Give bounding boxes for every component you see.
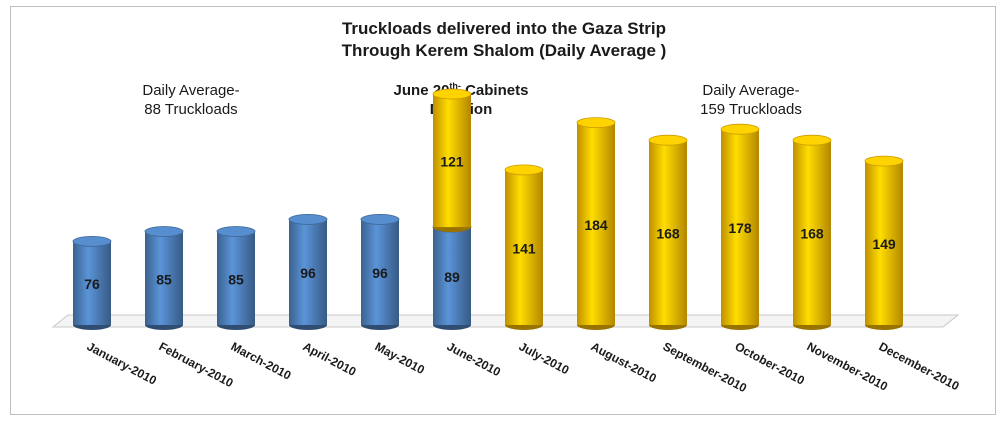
- annotation-right: Daily Average- 159 Truckloads: [631, 81, 871, 119]
- bar-top: [72, 235, 112, 247]
- bar-body: [73, 241, 111, 325]
- bar-July-2010: 141: [504, 164, 544, 330]
- annotation-middle-sup: th-: [449, 81, 461, 91]
- bar-segment: 168: [648, 134, 688, 330]
- bar-August-2010: 184: [576, 117, 616, 330]
- chart-title: Truckloads delivered into the Gaza Strip: [341, 19, 667, 38]
- data-label: 178: [728, 220, 752, 236]
- data-label: 76: [84, 276, 100, 292]
- annotation-left-line2: 88 Truckloads: [144, 101, 238, 118]
- x-tick-label: December-2010: [877, 339, 962, 393]
- x-tick-label: April-2010: [301, 339, 359, 379]
- annotation-right-line2: 159 Truckloads: [700, 101, 802, 118]
- x-tick-label: March-2010: [229, 339, 294, 383]
- bar-top: [432, 88, 472, 100]
- bar-top: [216, 226, 256, 237]
- plot-area: 76 January-2010 85 February-2010 85 March-201…: [51, 88, 962, 395]
- bar-segment: 149: [864, 155, 904, 330]
- bar-December-2010: 149: [864, 155, 904, 330]
- data-label: 184: [584, 217, 608, 233]
- data-label: 85: [228, 271, 244, 287]
- bar-segment: 121: [432, 88, 472, 233]
- bar-top: [864, 155, 904, 167]
- bar-segment: 76: [72, 235, 112, 330]
- data-label: 168: [656, 226, 680, 242]
- bar-top: [360, 213, 400, 225]
- annotation-right-line1: Daily Average-: [702, 82, 800, 99]
- bar-top: [792, 134, 832, 146]
- x-tick-label: February-2010: [157, 339, 236, 390]
- bar-body: [217, 231, 255, 325]
- bar-top: [576, 117, 616, 128]
- chart-frame: Truckloads delivered into the Gaza Strip…: [10, 6, 996, 415]
- bar-segment: 96: [288, 213, 328, 330]
- bar-body: [433, 227, 471, 325]
- data-label: 96: [372, 265, 388, 281]
- bar-body: [577, 122, 615, 325]
- x-tick-label: May-2010: [373, 339, 428, 377]
- bar-October-2010: 178: [720, 123, 760, 330]
- bar-January-2010: 76: [72, 235, 112, 330]
- x-tick-label: November-2010: [805, 339, 891, 393]
- bar-body: [361, 219, 399, 325]
- bar-body: [649, 140, 687, 325]
- data-label: 89: [444, 269, 460, 285]
- bar-body: [865, 161, 903, 325]
- bar-November-2010: 168: [792, 134, 832, 330]
- bar-top: [720, 123, 760, 135]
- data-label: 141: [512, 240, 536, 256]
- bar-May-2010: 96: [360, 213, 400, 330]
- data-label: 149: [872, 236, 896, 252]
- data-label: 121: [440, 154, 464, 170]
- bar-body: [289, 219, 327, 325]
- x-tick-label: July-2010: [517, 339, 572, 377]
- bar-June-2010: 89 121: [432, 88, 472, 330]
- data-label: 168: [800, 226, 824, 242]
- bar-September-2010: 168: [648, 134, 688, 330]
- x-tick-label: August-2010: [589, 339, 659, 385]
- data-label: 96: [300, 265, 316, 281]
- bar-segment: 85: [216, 226, 256, 330]
- bar-top: [144, 226, 184, 237]
- x-tick-label: January-2010: [85, 339, 160, 388]
- bar-body: [793, 140, 831, 325]
- annotation-middle-suffix: Cabinets: [460, 82, 529, 99]
- data-label: 85: [156, 271, 172, 287]
- bar-segment: 89: [432, 221, 472, 330]
- bar-segment: 96: [360, 213, 400, 330]
- bar-segment: 141: [504, 164, 544, 330]
- bar-body: [505, 169, 543, 325]
- bar-segment: 184: [576, 117, 616, 330]
- bar-March-2010: 85: [216, 226, 256, 330]
- bar-February-2010: 85: [144, 226, 184, 330]
- bar-body: [721, 129, 759, 325]
- annotation-left: Daily Average- 88 Truckloads: [91, 81, 291, 119]
- bar-body: [433, 94, 471, 228]
- bar-April-2010: 96: [288, 213, 328, 330]
- bar-body: [145, 231, 183, 325]
- x-tick-label: June-2010: [445, 339, 504, 379]
- bar-segment: 178: [720, 123, 760, 330]
- bar-top: [504, 164, 544, 176]
- annotation-left-line1: Daily Average-: [142, 82, 240, 99]
- bar-top: [288, 213, 328, 225]
- bar-top: [648, 134, 688, 146]
- chart-subtitle: Through Kerem Shalom (Daily Average ): [341, 41, 667, 60]
- bar-segment: 85: [144, 226, 184, 330]
- bar-segment: 168: [792, 134, 832, 330]
